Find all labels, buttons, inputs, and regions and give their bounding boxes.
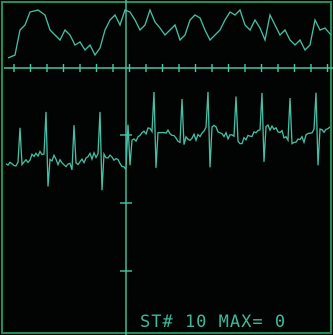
lower-trace <box>5 91 331 191</box>
axis-ticks <box>13 64 329 272</box>
status-readout: ST# 10 MAX= 0 <box>140 312 286 332</box>
upper-trace <box>7 8 332 59</box>
